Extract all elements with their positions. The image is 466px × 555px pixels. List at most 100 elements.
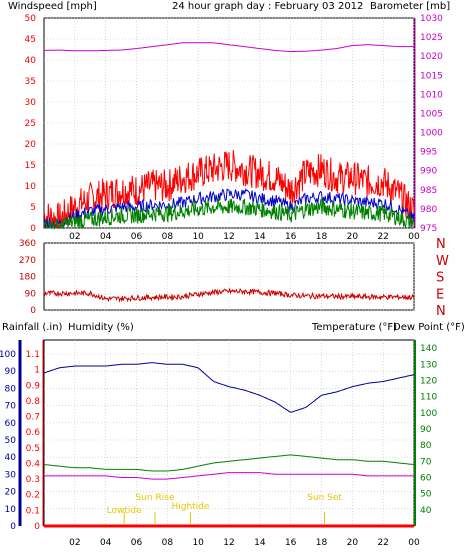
- humidity-tick-label: 80: [5, 384, 17, 394]
- dewpoint-label: Dew Point (°F): [393, 322, 465, 333]
- humidity-tick-label: 0: [10, 522, 16, 532]
- barometer-tick-label: 1025: [420, 33, 443, 43]
- temperature-tick-label: 60: [420, 473, 432, 483]
- humidity-tick-label: 90: [5, 367, 17, 377]
- windspeed-low-line: [43, 197, 415, 230]
- rainfall-tick-label: 1: [34, 366, 40, 376]
- humidity-tick-label: 10: [5, 505, 17, 515]
- graph-title: 24 hour graph day : February 03 2012: [172, 1, 363, 12]
- barometer-tick-label: 975: [420, 224, 437, 234]
- dewpoint-line: [44, 472, 414, 480]
- barometer-tick-label: 1030: [420, 14, 443, 24]
- direction-compass-label: N: [436, 304, 446, 319]
- time-tick-label: 02: [69, 538, 80, 548]
- time-tick-label: 18: [316, 538, 328, 548]
- humidity-tick-label: 50: [5, 436, 17, 446]
- windspeed-tick-label: 10: [25, 182, 37, 192]
- time-tick-label: 10: [192, 538, 204, 548]
- direction-compass-label: S: [436, 271, 444, 286]
- time-tick-label: 10: [192, 232, 204, 242]
- direction-tick-label: 90: [25, 289, 37, 299]
- direction-tick-label: 0: [30, 306, 36, 316]
- rainfall-tick-label: 0.1: [26, 506, 40, 516]
- time-tick-label: 20: [347, 538, 359, 548]
- rainfall-tick-label: 0: [34, 522, 40, 532]
- temperature-line: [43, 454, 415, 472]
- barometer-line: [43, 42, 414, 53]
- barometer-tick-label: 990: [420, 167, 437, 177]
- direction-tick-label: 270: [19, 256, 36, 266]
- barometer-tick-label: 980: [420, 205, 437, 215]
- windspeed-tick-label: 40: [25, 56, 37, 66]
- time-tick-label: 16: [285, 538, 297, 548]
- windspeed-tick-label: 50: [25, 14, 37, 24]
- time-tick-label: 14: [254, 538, 266, 548]
- time-tick-label: 22: [377, 232, 388, 242]
- time-tick-label: 06: [131, 538, 143, 548]
- barometer-tick-label: 1020: [420, 52, 443, 62]
- rainfall-tick-label: 0.7: [26, 413, 40, 423]
- rainfall-tick-label: 0.9: [26, 381, 41, 391]
- time-tick-label: 02: [69, 232, 80, 242]
- time-tick-label: 04: [100, 538, 112, 548]
- time-tick-label: 16: [285, 232, 297, 242]
- time-tick-label: 06: [131, 232, 143, 242]
- temperature-tick-label: 50: [420, 490, 432, 500]
- humidity-label: Humidity (%): [68, 322, 134, 333]
- time-tick-label: 04: [100, 232, 112, 242]
- barometer-tick-label: 1000: [420, 129, 443, 139]
- rainfall-tick-label: 0.5: [26, 444, 40, 454]
- humidity-line: [43, 362, 415, 413]
- humidity-tick-label: 100: [0, 350, 16, 360]
- temperature-tick-label: 100: [420, 409, 437, 419]
- rainfall-tick-label: 0.6: [26, 428, 41, 438]
- rainfall-tick-label: 1.1: [26, 350, 40, 360]
- humidity-tick-label: 30: [5, 470, 17, 480]
- windspeed-label: Windspeed [mph]: [8, 1, 97, 12]
- windspeed-tick-label: 30: [25, 98, 37, 108]
- time-tick-label: 12: [223, 538, 234, 548]
- humidity-tick-label: 70: [5, 402, 17, 412]
- temperature-tick-label: 90: [420, 425, 432, 435]
- direction-tick-label: 180: [19, 273, 36, 283]
- event-label: Sun Rise: [136, 493, 175, 503]
- humidity-tick-label: 60: [5, 419, 17, 429]
- windspeed-tick-label: 5: [30, 203, 36, 213]
- time-tick-label: 18: [316, 232, 328, 242]
- temperature-tick-label: 80: [420, 441, 432, 451]
- rainfall-tick-label: 0.3: [26, 475, 40, 485]
- time-tick-label: 08: [162, 232, 174, 242]
- event-label: Lowtide: [107, 506, 142, 516]
- rainfall-tick-label: 0.2: [26, 491, 40, 501]
- barometer-tick-label: 985: [420, 186, 437, 196]
- wind-direction-line: [43, 287, 415, 303]
- rainfall-tick-label: 0.4: [26, 459, 41, 469]
- windspeed-tick-label: 45: [25, 35, 36, 45]
- barometer-tick-label: 1005: [420, 109, 443, 119]
- temperature-tick-label: 110: [420, 393, 437, 403]
- windspeed-tick-label: 25: [25, 119, 36, 129]
- temperature-tick-label: 120: [420, 376, 437, 386]
- temperature-tick-label: 140: [420, 344, 437, 354]
- temperature-tick-label: 130: [420, 360, 437, 370]
- temperature-tick-label: 40: [420, 506, 432, 516]
- barometer-tick-label: 995: [420, 148, 437, 158]
- direction-compass-label: W: [436, 254, 449, 269]
- humidity-tick-label: 20: [5, 488, 17, 498]
- windspeed-tick-label: 20: [25, 140, 37, 150]
- temperature-label: Temperature (°F): [311, 322, 397, 333]
- direction-compass-label: E: [436, 287, 444, 302]
- windspeed-tick-label: 0: [30, 224, 36, 234]
- windspeed-tick-label: 15: [25, 161, 36, 171]
- direction-tick-label: 360: [19, 239, 36, 249]
- windspeed-tick-label: 35: [25, 77, 36, 87]
- rainfall-label: Rainfall (.in): [2, 322, 63, 333]
- event-label: Hightide: [171, 502, 209, 512]
- barometer-tick-label: 1015: [420, 71, 443, 81]
- time-tick-label: 00: [408, 538, 420, 548]
- gridlines: [18, 17, 416, 527]
